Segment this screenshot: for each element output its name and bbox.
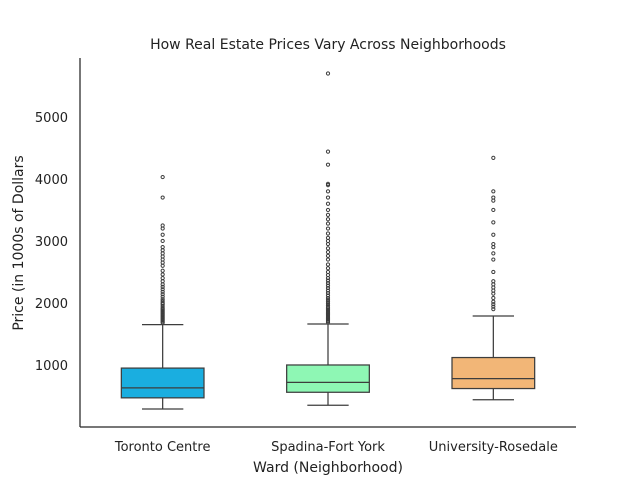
outlier-point bbox=[325, 281, 331, 286]
outlier-point bbox=[325, 189, 331, 194]
outlier-point bbox=[325, 201, 331, 206]
outlier-point bbox=[325, 283, 331, 288]
axes: 1000 2000 3000 4000 5000 Toronto Centre Spadin… bbox=[35, 58, 576, 455]
outlier-point bbox=[160, 268, 165, 273]
outlier-point bbox=[325, 290, 331, 296]
y-tick-label: 2000 bbox=[35, 297, 68, 312]
outlier-point bbox=[325, 305, 331, 310]
box-group bbox=[120, 174, 205, 410]
outlier-point bbox=[325, 149, 331, 154]
outlier-point bbox=[325, 250, 331, 255]
outlier-point bbox=[325, 71, 331, 76]
outlier-point bbox=[491, 189, 496, 194]
x-tick-label: Toronto Centre bbox=[114, 440, 211, 455]
outlier-point bbox=[160, 297, 165, 302]
outlier-point bbox=[325, 235, 331, 240]
outlier-point bbox=[325, 285, 331, 291]
outlier-point bbox=[325, 226, 331, 231]
outlier-point bbox=[160, 284, 165, 289]
outlier-point bbox=[160, 292, 165, 297]
outlier-point bbox=[160, 289, 165, 294]
outlier-point bbox=[160, 174, 165, 180]
box-group bbox=[451, 155, 536, 401]
x-tick-label: Spadina-Fort York bbox=[271, 440, 385, 455]
outlier-point bbox=[325, 253, 331, 258]
outlier-point bbox=[491, 269, 496, 275]
outlier-point bbox=[325, 181, 331, 186]
outlier-point bbox=[325, 269, 331, 275]
outlier-point bbox=[325, 266, 331, 271]
iqr-box bbox=[120, 367, 205, 399]
outlier-point bbox=[491, 304, 496, 309]
outlier-point bbox=[325, 295, 331, 301]
outlier-point bbox=[160, 232, 165, 237]
outlier-point bbox=[325, 246, 331, 251]
outlier-point bbox=[325, 257, 331, 262]
outlier-point bbox=[491, 195, 496, 200]
boxes bbox=[120, 71, 536, 410]
outlier-point bbox=[491, 155, 496, 160]
y-tick-label: 5000 bbox=[35, 111, 68, 126]
outlier-point bbox=[491, 279, 496, 284]
outlier-point bbox=[325, 207, 331, 213]
y-tick-label: 4000 bbox=[35, 173, 68, 188]
outlier-point bbox=[325, 217, 331, 222]
outlier-point bbox=[325, 293, 331, 298]
outlier-point bbox=[491, 307, 496, 312]
outlier-point bbox=[325, 288, 331, 293]
outlier-point bbox=[160, 287, 165, 292]
y-tick-label: 1000 bbox=[35, 359, 68, 374]
outlier-point bbox=[325, 297, 331, 302]
outlier-point bbox=[325, 303, 331, 308]
outlier-point bbox=[325, 212, 331, 218]
x-tick-label: University-Rosedale bbox=[429, 440, 558, 455]
outlier-point bbox=[325, 299, 331, 304]
outlier-point bbox=[325, 301, 331, 306]
y-axis-label: Price (in 1000s of Dollars bbox=[11, 155, 27, 330]
outlier-point bbox=[325, 162, 331, 167]
outlier-point bbox=[325, 221, 331, 226]
outlier-point bbox=[491, 257, 496, 262]
outlier-point bbox=[160, 272, 165, 277]
outlier-point bbox=[491, 241, 496, 247]
outlier-point bbox=[491, 251, 496, 256]
outlier-point bbox=[160, 223, 165, 228]
outlier-point bbox=[160, 276, 165, 281]
outlier-point bbox=[160, 294, 165, 299]
outlier-point bbox=[325, 195, 331, 200]
y-tick-label: 3000 bbox=[35, 235, 68, 250]
outlier-point bbox=[160, 300, 165, 306]
outlier-point bbox=[491, 299, 496, 304]
outlier-point bbox=[325, 262, 331, 267]
outlier-point bbox=[160, 245, 165, 250]
outlier-point bbox=[491, 295, 496, 301]
outlier-point bbox=[160, 238, 165, 244]
outlier-point bbox=[491, 232, 496, 237]
outlier-point bbox=[160, 299, 165, 304]
outlier-point bbox=[491, 207, 496, 213]
iqr-box bbox=[286, 364, 370, 393]
iqr-box bbox=[451, 356, 536, 390]
outlier-point bbox=[160, 195, 165, 200]
box-group bbox=[286, 71, 370, 406]
outlier-point bbox=[325, 231, 331, 236]
outlier-point bbox=[325, 278, 331, 283]
chart-title: How Real Estate Prices Vary Across Neigh… bbox=[150, 37, 506, 53]
outlier-point bbox=[160, 305, 165, 311]
outlier-point bbox=[491, 220, 496, 225]
x-axis-label: Ward (Neighborhood) bbox=[253, 460, 403, 476]
outlier-point bbox=[491, 302, 496, 307]
